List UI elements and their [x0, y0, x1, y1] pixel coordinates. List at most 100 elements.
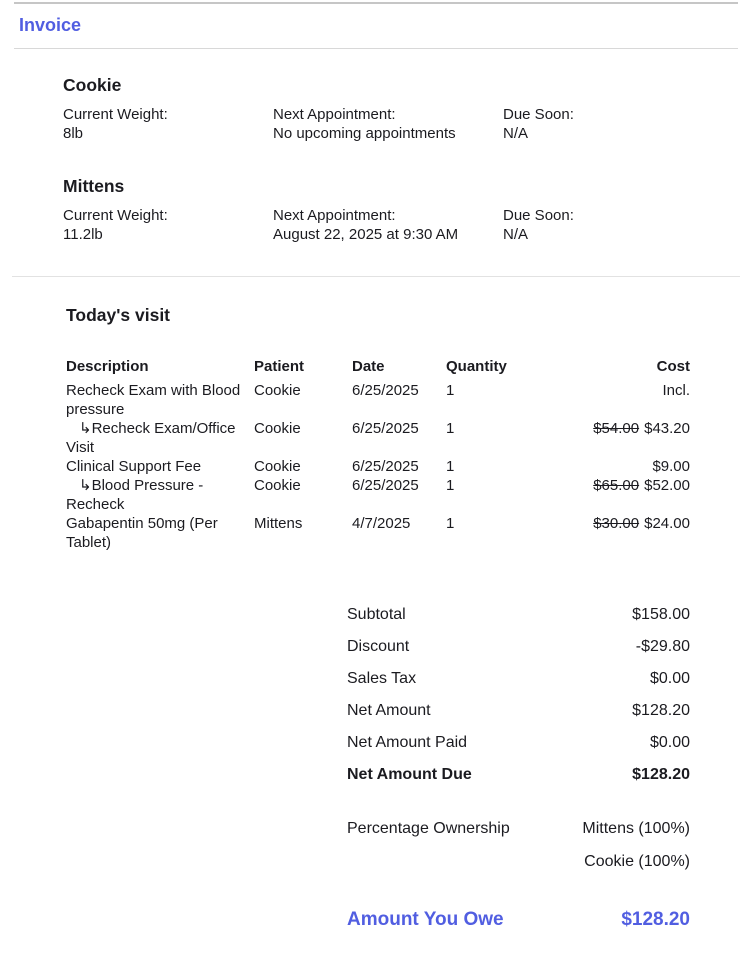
- ownership-value: Cookie (100%): [584, 853, 690, 870]
- field-label: Next Appointment:: [273, 106, 396, 123]
- item-quantity: 1: [446, 477, 455, 494]
- ownership-value: Mittens (100%): [582, 820, 690, 837]
- totals-row-net-amount: Net Amount $128.20: [347, 695, 690, 727]
- item-date: 6/25/2025: [352, 382, 419, 399]
- totals-value: $0.00: [649, 734, 690, 751]
- item-cost: $65.00 $52.00: [526, 476, 690, 514]
- line-items-table: Description Patient Date Quantity Cost R…: [66, 357, 690, 552]
- totals-label: Subtotal: [347, 606, 406, 623]
- column-header-description: Description: [66, 358, 149, 375]
- totals-section: Subtotal $158.00 Discount -$29.80 Sales …: [0, 599, 752, 931]
- pet-block-cookie: Cookie Current Weight: 8lb Next Appointm…: [63, 75, 712, 143]
- item-patient: Cookie: [254, 420, 301, 437]
- item-cost: $9.00: [652, 458, 690, 475]
- discounted-cost: $24.00: [644, 515, 690, 532]
- pet-field-next-appointment: Next Appointment: August 22, 2025 at 9:3…: [273, 206, 503, 244]
- item-date: 6/25/2025: [352, 477, 419, 494]
- totals-label: Net Amount Paid: [347, 734, 468, 751]
- field-label: Next Appointment:: [273, 207, 396, 224]
- field-label: Due Soon:: [503, 106, 574, 123]
- pet-fields: Current Weight: 11.2lb Next Appointment:…: [63, 206, 712, 244]
- table-row: Recheck Exam with Blood pressure Cookie …: [66, 381, 690, 419]
- pet-field-due-soon: Due Soon: N/A: [503, 105, 712, 143]
- original-cost: $30.00: [593, 515, 640, 532]
- field-label: Current Weight:: [63, 106, 168, 123]
- table-row: ↳Recheck Exam/Office Visit Cookie 6/25/2…: [66, 419, 690, 457]
- pet-name: Mittens: [63, 176, 125, 196]
- totals-value: $158.00: [632, 606, 690, 623]
- item-quantity: 1: [446, 458, 455, 475]
- percentage-ownership-row: Percentage Ownership Mittens (100%) Cook…: [347, 812, 690, 878]
- item-patient: Cookie: [254, 458, 301, 475]
- totals-label: Discount: [347, 638, 410, 655]
- pet-fields: Current Weight: 8lb Next Appointment: No…: [63, 105, 712, 143]
- column-header-patient: Patient: [254, 358, 305, 375]
- field-label: Due Soon:: [503, 207, 574, 224]
- field-value: N/A: [503, 226, 529, 243]
- totals-label: Net Amount: [347, 702, 431, 719]
- item-patient: Cookie: [254, 477, 301, 494]
- item-date: 4/7/2025: [352, 515, 411, 532]
- field-value: No upcoming appointments: [273, 125, 456, 142]
- totals-label: Sales Tax: [347, 670, 417, 687]
- discounted-cost: $52.00: [644, 477, 690, 494]
- item-patient: Mittens: [254, 515, 303, 532]
- sub-item-arrow-icon: ↳: [79, 477, 92, 494]
- item-date: 6/25/2025: [352, 458, 419, 475]
- item-date: 6/25/2025: [352, 420, 419, 437]
- item-patient: Cookie: [254, 382, 301, 399]
- totals-row-sales-tax: Sales Tax $0.00: [347, 663, 690, 695]
- totals-row-net-amount-due: Net Amount Due $128.20: [347, 759, 690, 791]
- field-value: 8lb: [63, 125, 84, 142]
- item-description: ↳Recheck Exam/Office Visit: [66, 420, 236, 456]
- field-value: August 22, 2025 at 9:30 AM: [273, 226, 459, 243]
- totals-row-discount: Discount -$29.80: [347, 631, 690, 663]
- field-value: 11.2lb: [63, 226, 103, 243]
- amount-you-owe-label: Amount You Owe: [347, 909, 504, 930]
- item-description: Gabapentin 50mg (Per Tablet): [66, 515, 218, 551]
- item-cost: $54.00 $43.20: [526, 419, 690, 457]
- header-divider: [14, 48, 738, 49]
- column-header-date: Date: [352, 358, 385, 375]
- todays-visit-section: Today's visit Description Patient Date Q…: [0, 305, 752, 552]
- pet-field-next-appointment: Next Appointment: No upcoming appointmen…: [273, 105, 503, 143]
- ownership-label: Percentage Ownership: [347, 820, 510, 837]
- item-quantity: 1: [446, 382, 455, 399]
- item-cost: Incl.: [662, 382, 690, 399]
- totals-row-subtotal: Subtotal $158.00: [347, 599, 690, 631]
- pet-field-due-soon: Due Soon: N/A: [503, 206, 712, 244]
- top-divider: [14, 2, 738, 4]
- column-header-cost: Cost: [656, 358, 690, 375]
- table-header-row: Description Patient Date Quantity Cost: [66, 357, 690, 376]
- discounted-cost: $43.20: [644, 420, 690, 437]
- column-header-quantity: Quantity: [446, 358, 507, 375]
- field-label: Current Weight:: [63, 207, 168, 224]
- section-title: Today's visit: [66, 305, 171, 325]
- amount-you-owe-row: Amount You Owe $128.20: [347, 909, 690, 931]
- section-divider: [12, 276, 740, 277]
- item-description: Recheck Exam with Blood pressure: [66, 382, 241, 418]
- table-row: ↳Blood Pressure - Recheck Cookie 6/25/20…: [66, 476, 690, 514]
- pet-block-mittens: Mittens Current Weight: 11.2lb Next Appo…: [63, 176, 712, 244]
- amount-you-owe-value: $128.20: [621, 909, 690, 930]
- original-cost: $65.00: [593, 477, 640, 494]
- item-quantity: 1: [446, 515, 455, 532]
- totals-row-net-amount-paid: Net Amount Paid $0.00: [347, 727, 690, 759]
- invoice-section-title[interactable]: Invoice: [19, 15, 82, 35]
- table-row: Clinical Support Fee Cookie 6/25/2025 1 …: [66, 457, 690, 476]
- totals-label: Net Amount Due: [347, 766, 472, 783]
- item-description: Clinical Support Fee: [66, 458, 202, 475]
- ownership-values: Mittens (100%) Cookie (100%): [582, 812, 690, 878]
- pet-field-weight: Current Weight: 11.2lb: [63, 206, 273, 244]
- pet-name: Cookie: [63, 75, 122, 95]
- item-cost: $30.00 $24.00: [526, 514, 690, 552]
- original-cost: $54.00: [593, 420, 640, 437]
- pets-summary-section: Cookie Current Weight: 8lb Next Appointm…: [0, 75, 752, 244]
- item-quantity: 1: [446, 420, 455, 437]
- totals-value: $0.00: [649, 670, 690, 687]
- item-description: ↳Blood Pressure - Recheck: [66, 477, 204, 513]
- field-value: N/A: [503, 125, 529, 142]
- pet-field-weight: Current Weight: 8lb: [63, 105, 273, 143]
- table-row: Gabapentin 50mg (Per Tablet) Mittens 4/7…: [66, 514, 690, 552]
